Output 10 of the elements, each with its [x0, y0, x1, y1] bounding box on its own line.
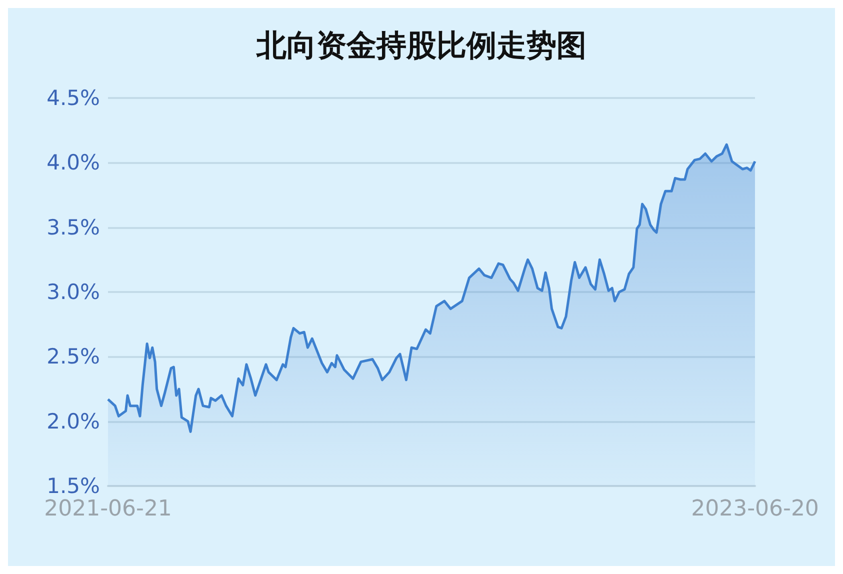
y-tick-label: 2.5% — [46, 344, 100, 369]
y-tick-label: 2.0% — [46, 409, 100, 434]
x-tick-label: 2021-06-21 — [44, 496, 172, 522]
y-tick-label: 1.5% — [46, 474, 100, 498]
x-tick-label: 2023-06-20 — [691, 496, 819, 522]
chart-title: 北向资金持股比例走势图 — [256, 28, 586, 64]
y-tick-label: 4.5% — [46, 86, 100, 110]
y-tick-label: 3.0% — [46, 280, 100, 304]
y-tick-label: 4.0% — [46, 150, 100, 175]
y-tick-label: 3.5% — [46, 215, 100, 240]
